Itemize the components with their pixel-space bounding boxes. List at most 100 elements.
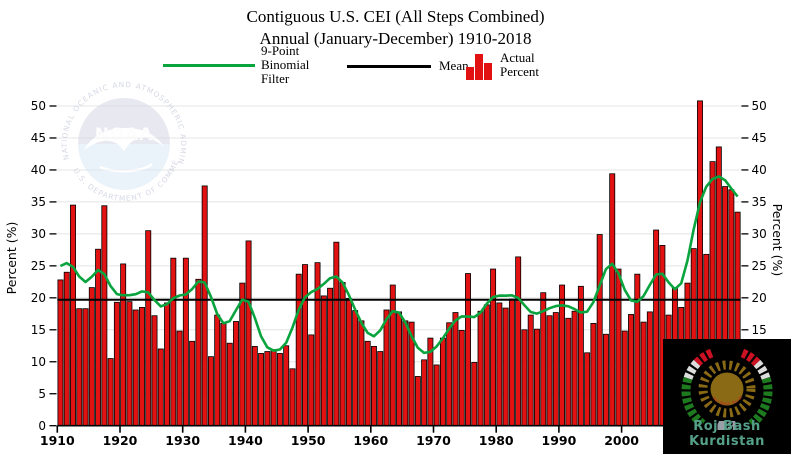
bar-1967 — [414, 376, 421, 427]
y-axis-label-left: Percent (%) — [4, 222, 19, 295]
bar-1943 — [264, 351, 271, 427]
y-tick-label-right: 40 — [752, 163, 767, 177]
bar-1922 — [132, 309, 139, 427]
bar-1999 — [615, 268, 622, 427]
y-tick-label-left: 25 — [31, 259, 46, 273]
bar-1934 — [207, 356, 214, 427]
bar-1986 — [534, 328, 540, 427]
bar-1997 — [602, 333, 609, 427]
bar-1964 — [396, 311, 403, 427]
chart-title: Contiguous U.S. CEI (All Steps Combined) — [246, 7, 545, 26]
bar-1954 — [333, 241, 340, 427]
legend-mean-line-sample — [347, 65, 431, 68]
x-tick-label: 1910 — [40, 433, 75, 448]
bar-1968 — [421, 359, 428, 427]
noaa-wordmark: NOAA — [95, 125, 154, 145]
bar-2002 — [634, 273, 641, 427]
bar-1952 — [320, 295, 327, 427]
chart-title-block: Contiguous U.S. CEI (All Steps Combined)… — [0, 6, 791, 50]
bar-1933 — [201, 185, 208, 427]
x-tick-label: 1950 — [291, 433, 326, 448]
y-tick-label-left: 45 — [31, 131, 46, 145]
sun-rays-icon — [698, 360, 756, 418]
bar-1982 — [508, 298, 515, 427]
bar-2001 — [628, 314, 634, 427]
bar-1965 — [402, 320, 409, 427]
bar-1946 — [283, 345, 290, 427]
y-tick-label-left: 20 — [31, 291, 46, 305]
y-tick-label-left: 5 — [38, 387, 46, 401]
bar-1950 — [308, 334, 315, 427]
bar-1975 — [465, 273, 471, 427]
bar-1912 — [70, 204, 76, 427]
bar-1962 — [383, 309, 390, 427]
bar-1989 — [552, 312, 559, 427]
bar-1940 — [245, 240, 252, 427]
y-tick-label-right: 35 — [752, 195, 767, 209]
bar-1961 — [377, 351, 384, 427]
bar-1981 — [502, 307, 509, 427]
bar-1910 — [57, 279, 64, 427]
bar-1921 — [126, 301, 133, 427]
bar-1929 — [176, 330, 183, 427]
bar-1972 — [446, 322, 453, 427]
bar-1947 — [289, 368, 296, 427]
bar-1925 — [151, 315, 158, 427]
bar-1913 — [76, 308, 83, 427]
bar-1919 — [113, 301, 120, 427]
y-tick-label-right: 25 — [752, 259, 767, 273]
legend-actual-label: Actual Percent — [500, 50, 539, 79]
y-tick-label-right: 30 — [752, 227, 767, 241]
bar-1996 — [596, 234, 603, 427]
bar-1983 — [515, 256, 522, 427]
chart-subtitle: Annual (January-December) 1910-2018 — [259, 29, 532, 48]
x-tick-label: 2000 — [604, 433, 639, 448]
y-tick-label-left: 0 — [38, 419, 46, 433]
bar-1995 — [590, 322, 597, 427]
kurdistan-emblem: Roj Bash Kurdistan — [667, 341, 773, 430]
bar-1923 — [139, 307, 145, 427]
bar-1915 — [88, 287, 95, 427]
bar-1976 — [471, 361, 478, 427]
legend-filter-label: 9-Point Binomial Filter — [261, 43, 310, 86]
bar-1917 — [101, 205, 108, 427]
bar-1992 — [571, 310, 578, 427]
bar-1928 — [170, 257, 177, 427]
bar-1979 — [490, 268, 497, 427]
bar-1938 — [233, 321, 239, 427]
y-tick-label-right: 45 — [752, 131, 767, 145]
bar-1985 — [527, 314, 534, 427]
bar-1914 — [82, 308, 89, 427]
bar-1957 — [352, 310, 359, 427]
bar-1920 — [120, 263, 127, 427]
bar-1974 — [458, 330, 465, 427]
bar-1927 — [164, 302, 171, 427]
bar-1988 — [546, 315, 553, 427]
legend-mean-label: Mean — [439, 58, 469, 73]
bar-1931 — [189, 340, 196, 427]
legend-filter-line-sample — [163, 64, 255, 67]
bar-1949 — [302, 264, 308, 427]
y-tick-label-left: 40 — [31, 163, 46, 177]
x-tick-label: 1970 — [416, 433, 451, 448]
bar-1937 — [226, 342, 233, 427]
y-tick-label-right: 15 — [752, 323, 767, 337]
x-tick-label: 1920 — [103, 433, 138, 448]
binomial-filter-line — [59, 175, 739, 355]
bar-1930 — [182, 257, 189, 427]
bar-1977 — [477, 310, 484, 427]
bar-1959 — [364, 340, 371, 427]
bar-1994 — [584, 352, 591, 427]
x-tick-label: 1960 — [353, 433, 388, 448]
kurdistan-logo: Roj Bash Kurdistan Roj Bash Kurdistan — [663, 339, 791, 454]
bar-1911 — [63, 271, 70, 427]
bar-1953 — [327, 287, 334, 427]
bar-1993 — [577, 285, 584, 427]
bar-2005 — [653, 229, 660, 427]
bar-1944 — [270, 349, 277, 427]
sun-icon — [710, 372, 744, 406]
bar-1926 — [157, 348, 164, 427]
noaa-logo-watermark: NOAA NATIONAL OCEANIC AND ATMOSPHERIC AD… — [0, 0, 187, 203]
